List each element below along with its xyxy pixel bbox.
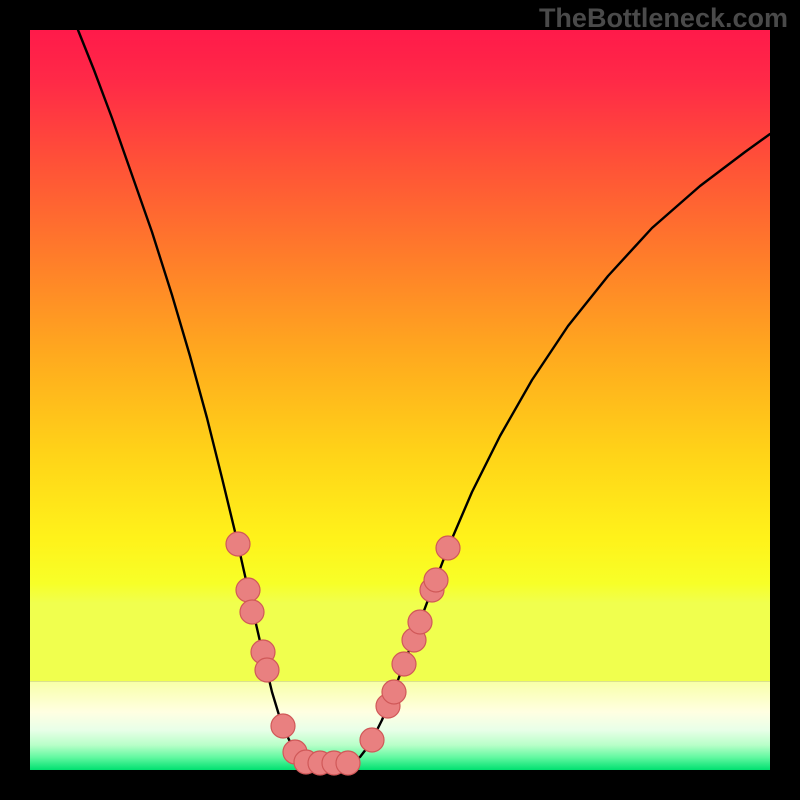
data-marker [360, 728, 384, 752]
data-marker [255, 658, 279, 682]
data-marker [382, 680, 406, 704]
data-marker [240, 600, 264, 624]
data-marker [236, 578, 260, 602]
data-marker [271, 714, 295, 738]
data-marker [336, 751, 360, 775]
data-marker [392, 652, 416, 676]
chart-frame: TheBottleneck.com [0, 0, 800, 800]
data-marker [226, 532, 250, 556]
data-marker [436, 536, 460, 560]
bottleneck-chart [0, 0, 800, 800]
gradient-background-main [30, 30, 770, 681]
watermark-text: TheBottleneck.com [539, 3, 788, 34]
data-marker [408, 610, 432, 634]
data-marker [424, 568, 448, 592]
